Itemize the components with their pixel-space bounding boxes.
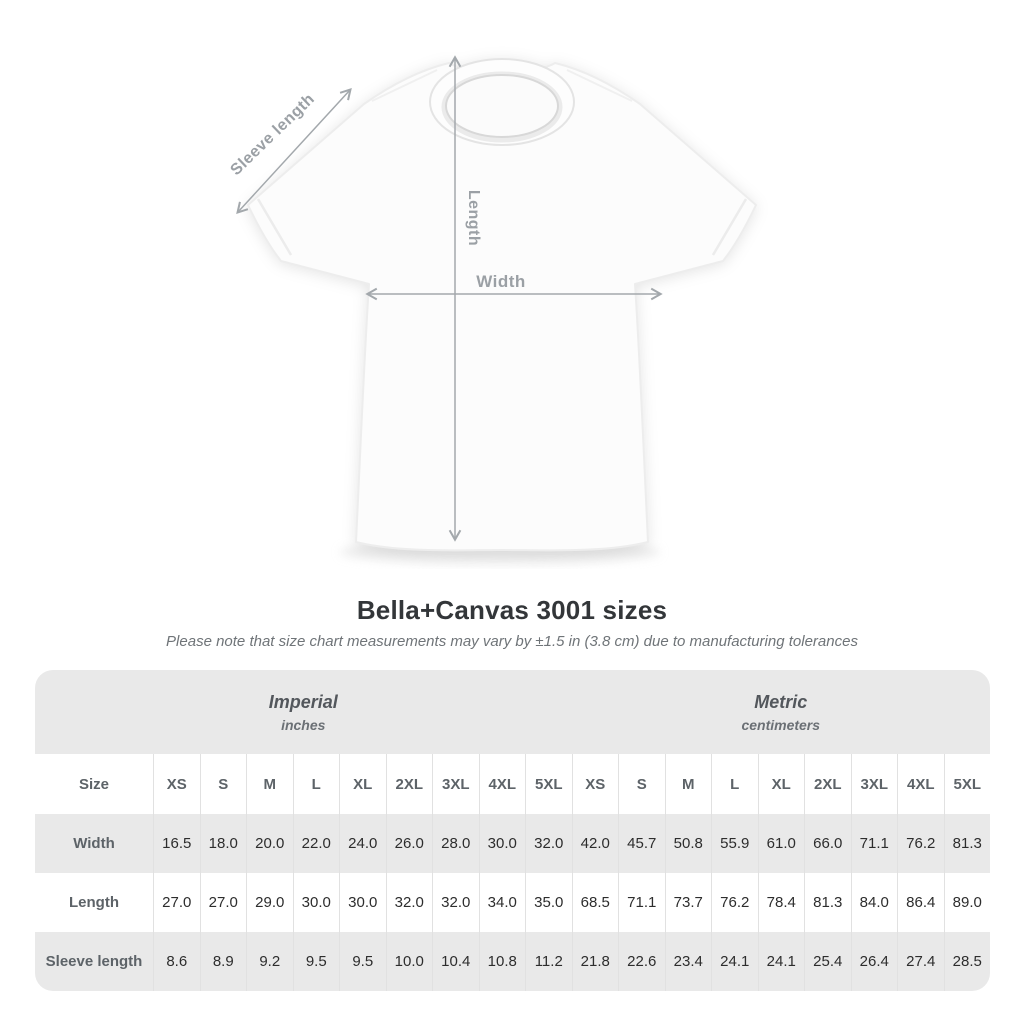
measurement-value: 20.0 [246, 814, 293, 873]
measurement-value: 71.1 [618, 873, 665, 932]
column-header-size: Size [35, 754, 153, 814]
column-header-imperial-2xl: 2XL [385, 754, 432, 814]
measurement-value: 81.3 [943, 814, 990, 873]
sleeve-length-arrow [236, 87, 352, 215]
row-label: Sleeve length [35, 932, 153, 991]
measurement-value: 22.0 [292, 814, 339, 873]
measurement-value: 28.0 [432, 814, 479, 873]
measurement-value: 29.0 [246, 873, 293, 932]
column-header-metric-5xl: 5XL [943, 754, 990, 814]
column-header-metric-l: L [711, 754, 758, 814]
measurement-value: 32.0 [525, 814, 572, 873]
column-header-imperial-xl: XL [339, 754, 386, 814]
measurement-value: 61.0 [757, 814, 804, 873]
measurement-value: 10.0 [385, 932, 432, 991]
measurement-value: 89.0 [943, 873, 990, 932]
column-header-metric-m: M [664, 754, 711, 814]
measurement-value: 23.4 [664, 932, 711, 991]
column-header-metric-xs: XS [571, 754, 618, 814]
measurement-value: 8.6 [153, 932, 200, 991]
metric-sublabel: centimeters [741, 716, 821, 733]
measurement-value: 34.0 [478, 873, 525, 932]
measurement-value: 26.4 [850, 932, 897, 991]
measurement-value: 73.7 [664, 873, 711, 932]
measurement-value: 30.0 [339, 873, 386, 932]
measurement-value: 55.9 [711, 814, 758, 873]
column-header-metric-xl: XL [757, 754, 804, 814]
measurement-value: 42.0 [571, 814, 618, 873]
measurement-value: 10.4 [432, 932, 479, 991]
size-header-row: Size XS S M L XL 2XL 3XL 4XL 5XL XS S M L XL 2XL 3XL 4XL 5… [35, 754, 990, 814]
length-label: Length [465, 190, 482, 246]
measurement-value: 9.5 [339, 932, 386, 991]
size-chart-table: Imperial inches Metric centimeters Size X… [35, 670, 990, 991]
unit-header-imperial: Imperial inches [35, 670, 572, 754]
column-header-imperial-4xl: 4XL [478, 754, 525, 814]
column-header-imperial-3xl: 3XL [432, 754, 479, 814]
measurement-value: 50.8 [664, 814, 711, 873]
measurement-row-sleeve-length: Sleeve length 8.6 8.9 9.2 9.5 9.5 10.0 10.4 10.8… [35, 932, 990, 991]
measurement-value: 11.2 [525, 932, 572, 991]
row-label: Length [35, 873, 153, 932]
measurement-value: 84.0 [850, 873, 897, 932]
measurement-value: 25.4 [804, 932, 851, 991]
column-header-metric-2xl: 2XL [804, 754, 851, 814]
measurement-value: 30.0 [478, 814, 525, 873]
measurement-value: 9.5 [292, 932, 339, 991]
measurement-value: 66.0 [804, 814, 851, 873]
metric-label: Metric [754, 691, 808, 712]
measurement-value: 68.5 [571, 873, 618, 932]
column-header-imperial-5xl: 5XL [525, 754, 572, 814]
measurement-value: 76.2 [711, 873, 758, 932]
column-header-metric-3xl: 3XL [850, 754, 897, 814]
measurement-value: 9.2 [246, 932, 293, 991]
measurement-value: 76.2 [897, 814, 944, 873]
measurement-value: 32.0 [432, 873, 479, 932]
measurement-value: 18.0 [199, 814, 246, 873]
width-label: Width [476, 272, 526, 291]
tshirt-measurement-diagram: Sleeve length Length Width [228, 55, 757, 564]
unit-header-row: Imperial inches Metric centimeters [35, 670, 990, 754]
measurement-value: 8.9 [199, 932, 246, 991]
measurement-value: 21.8 [571, 932, 618, 991]
column-header-metric-4xl: 4XL [897, 754, 944, 814]
measurement-value: 28.5 [943, 932, 990, 991]
column-header-metric-s: S [618, 754, 665, 814]
unit-header-metric: Metric centimeters [571, 670, 990, 754]
measurement-value: 81.3 [804, 873, 851, 932]
imperial-label: Imperial [268, 691, 338, 712]
column-header-imperial-m: M [246, 754, 293, 814]
measurement-row-width: Width 16.5 18.0 20.0 22.0 24.0 26.0 28.0 30.0 32.… [35, 814, 990, 873]
measurement-value: 24.1 [757, 932, 804, 991]
measurement-value: 26.0 [385, 814, 432, 873]
measurement-value: 27.0 [153, 873, 200, 932]
column-header-imperial-xs: XS [153, 754, 200, 814]
measurement-value: 10.8 [478, 932, 525, 991]
measurement-value: 24.1 [711, 932, 758, 991]
measurement-value: 16.5 [153, 814, 200, 873]
column-header-imperial-s: S [199, 754, 246, 814]
column-header-imperial-l: L [292, 754, 339, 814]
size-chart-table-container: Imperial inches Metric centimeters Size X… [35, 670, 990, 991]
measurement-value: 24.0 [339, 814, 386, 873]
imperial-sublabel: inches [281, 716, 326, 733]
tshirt-illustration [247, 58, 757, 552]
measurement-value: 45.7 [618, 814, 665, 873]
measurement-value: 22.6 [618, 932, 665, 991]
row-label: Width [35, 814, 153, 873]
measurement-row-length: Length 27.0 27.0 29.0 30.0 30.0 32.0 32.0 34.0 35… [35, 873, 990, 932]
measurement-value: 35.0 [525, 873, 572, 932]
measurement-value: 27.0 [199, 873, 246, 932]
measurement-value: 30.0 [292, 873, 339, 932]
measurement-value: 78.4 [757, 873, 804, 932]
tolerance-note: Please note that size chart measurements… [166, 633, 858, 650]
measurement-value: 86.4 [897, 873, 944, 932]
measurement-value: 27.4 [897, 932, 944, 991]
measurement-value: 71.1 [850, 814, 897, 873]
page-title: Bella+Canvas 3001 sizes [356, 595, 668, 625]
measurement-value: 32.0 [385, 873, 432, 932]
